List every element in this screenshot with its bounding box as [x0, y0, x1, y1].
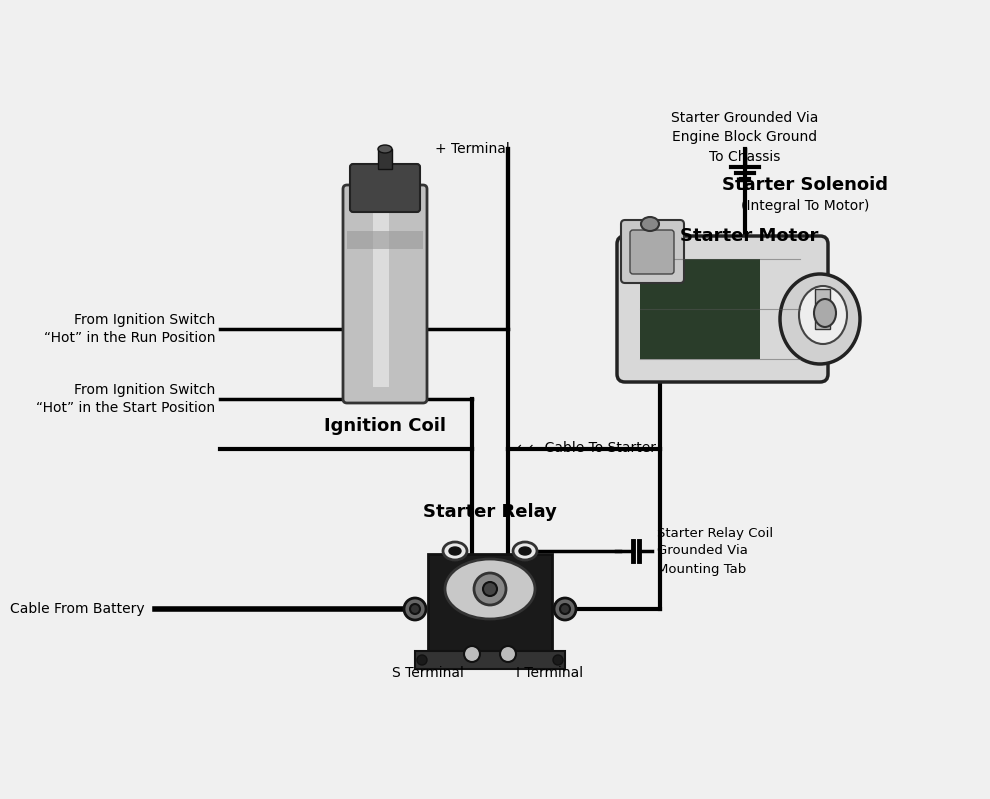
Bar — [378, 149, 392, 169]
Ellipse shape — [474, 573, 506, 605]
Ellipse shape — [814, 299, 836, 327]
FancyBboxPatch shape — [343, 185, 427, 403]
Bar — [815, 289, 830, 329]
Ellipse shape — [483, 582, 497, 596]
Ellipse shape — [464, 646, 480, 662]
Bar — [373, 207, 389, 387]
FancyBboxPatch shape — [350, 164, 420, 212]
Bar — [415, 651, 565, 669]
Ellipse shape — [560, 604, 570, 614]
Ellipse shape — [500, 646, 516, 662]
Text: Starter Motor: Starter Motor — [680, 227, 819, 245]
Text: (Integral To Motor): (Integral To Motor) — [741, 199, 869, 213]
Text: Ignition Coil: Ignition Coil — [324, 417, 446, 435]
Ellipse shape — [553, 655, 563, 665]
Ellipse shape — [641, 217, 659, 231]
FancyBboxPatch shape — [617, 236, 828, 382]
Ellipse shape — [554, 598, 576, 620]
Bar — [428, 554, 552, 654]
Bar — [640, 259, 760, 359]
Text: Starter Grounded Via
Engine Block Ground
To Chassis: Starter Grounded Via Engine Block Ground… — [671, 111, 819, 164]
Ellipse shape — [513, 542, 537, 560]
Text: I Terminal: I Terminal — [516, 666, 583, 680]
Text: Starter Relay Coil
Grounded Via
Mounting Tab: Starter Relay Coil Grounded Via Mounting… — [657, 527, 773, 575]
Text: S Terminal: S Terminal — [392, 666, 464, 680]
Ellipse shape — [445, 559, 535, 619]
Text: + Terminal: + Terminal — [435, 142, 510, 156]
Text: Cable From Battery: Cable From Battery — [10, 602, 145, 616]
Ellipse shape — [443, 542, 467, 560]
Ellipse shape — [780, 274, 860, 364]
Ellipse shape — [410, 604, 420, 614]
Bar — [347, 231, 423, 249]
Text: From Ignition Switch
“Hot” in the Start Position: From Ignition Switch “Hot” in the Start … — [36, 383, 215, 415]
Ellipse shape — [404, 598, 426, 620]
Text: Starter Relay: Starter Relay — [423, 503, 557, 521]
Text: Starter Solenoid: Starter Solenoid — [722, 176, 888, 194]
Ellipse shape — [378, 145, 392, 153]
FancyBboxPatch shape — [621, 220, 684, 283]
FancyBboxPatch shape — [630, 230, 674, 274]
Ellipse shape — [449, 547, 461, 555]
Ellipse shape — [799, 286, 847, 344]
Ellipse shape — [519, 547, 531, 555]
Text: From Ignition Switch
“Hot” in the Run Position: From Ignition Switch “Hot” in the Run Po… — [44, 312, 215, 345]
Text: ←← Cable To Starter: ←← Cable To Starter — [517, 441, 656, 455]
Ellipse shape — [417, 655, 427, 665]
